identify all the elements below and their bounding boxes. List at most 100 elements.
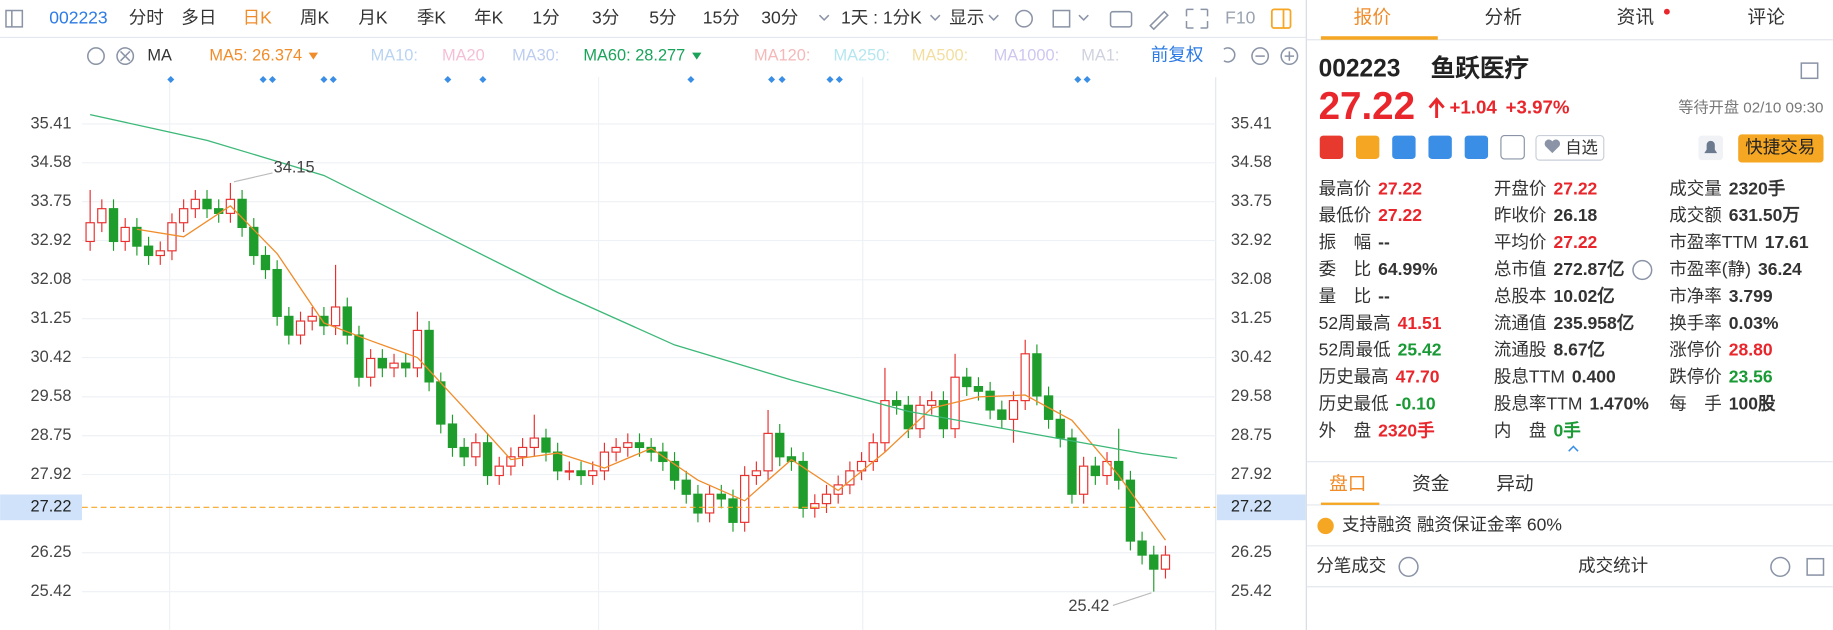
sidebar-toggle[interactable] <box>5 9 24 28</box>
period-tab[interactable]: 5分 <box>649 7 676 27</box>
candle-body <box>634 442 645 449</box>
period-tab[interactable]: 周K <box>300 7 330 27</box>
trades-stats[interactable]: 成交统计 <box>1578 556 1648 576</box>
f10-button[interactable]: F10 <box>1225 7 1255 27</box>
event-marker[interactable] <box>479 75 487 83</box>
event-marker[interactable] <box>1083 75 1091 83</box>
stat-row: 开盘价 27.22 <box>1494 178 1598 198</box>
more-icon[interactable] <box>1770 556 1791 577</box>
trades-title[interactable]: 分笔成交 <box>1316 556 1386 576</box>
more-icon[interactable] <box>1632 259 1653 281</box>
period-tab[interactable]: 1分 <box>532 7 559 27</box>
undo-icon[interactable] <box>1223 47 1236 63</box>
period-tab[interactable]: 30分 <box>761 7 798 27</box>
stat-label: 涨停价 <box>1669 339 1722 359</box>
event-marker[interactable] <box>444 75 452 83</box>
ma-legend-item[interactable]: MA120: <box>754 46 810 64</box>
ma-legend-item[interactable]: MA1000: <box>994 46 1059 64</box>
panel-tab[interactable]: 资讯 <box>1617 7 1655 28</box>
ma-legend-item[interactable]: MA10: <box>371 46 418 64</box>
panel-subtab[interactable]: 盘口 <box>1329 473 1366 494</box>
candle-body <box>529 437 539 449</box>
fullscreen-icon[interactable] <box>1185 8 1209 29</box>
event-marker[interactable] <box>167 75 175 83</box>
camera-icon[interactable] <box>1109 10 1133 28</box>
event-marker[interactable] <box>835 75 843 83</box>
ma-legend-item[interactable]: MA500: <box>912 46 968 64</box>
dropdown-arrow[interactable] <box>818 14 830 21</box>
ma-legend-item[interactable]: MA5: 26.374 <box>209 46 302 64</box>
zoom-out[interactable] <box>1251 47 1270 66</box>
ma-legend-item[interactable]: MA30: <box>512 46 559 64</box>
badge-icon[interactable] <box>1392 135 1416 159</box>
panel-tab[interactable]: 报价 <box>1354 7 1392 28</box>
period-tab[interactable]: 季K <box>417 7 447 27</box>
event-marker[interactable] <box>826 75 834 83</box>
help-icon[interactable] <box>1398 556 1419 577</box>
ma-legend-item[interactable]: MA250: <box>834 46 890 64</box>
event-marker[interactable] <box>768 75 776 83</box>
collapse-arrow[interactable] <box>1568 445 1579 452</box>
event-marker[interactable] <box>329 75 337 83</box>
zoom-in[interactable] <box>1280 47 1299 66</box>
ma-legend-item[interactable]: MA1: <box>1081 46 1119 64</box>
stat-label: 股息率TTM <box>1494 393 1583 413</box>
ma-settings[interactable] <box>87 47 105 66</box>
ma-title[interactable]: MA <box>147 46 172 64</box>
draw-icon[interactable] <box>1149 10 1169 31</box>
settings-icon[interactable] <box>1015 9 1033 28</box>
y-tick-label: 26.25 <box>31 543 72 561</box>
event-marker[interactable] <box>687 75 695 83</box>
layout-toggle[interactable] <box>1270 8 1292 29</box>
period-tab[interactable]: 分时 <box>129 7 164 27</box>
badge-icon[interactable] <box>1355 135 1380 159</box>
period-tab[interactable]: 多日 <box>181 7 216 27</box>
candle-body <box>798 460 808 509</box>
stock-code[interactable]: 002223 <box>49 7 107 27</box>
panel-tab[interactable]: 评论 <box>1748 7 1786 28</box>
candle-body <box>985 390 995 411</box>
stat-value: 235.958亿 <box>1553 312 1634 332</box>
panel-icon[interactable] <box>1806 557 1825 576</box>
stat-row: 平均价 27.22 <box>1494 232 1598 252</box>
candle-body <box>517 446 528 458</box>
watchlist-label[interactable]: 自选 <box>1565 139 1598 157</box>
panel-tab[interactable]: 分析 <box>1485 7 1522 28</box>
ma-close[interactable] <box>116 47 135 66</box>
last-price-box <box>1216 494 1306 521</box>
panel-subtab[interactable]: 资金 <box>1412 473 1450 494</box>
display-menu[interactable]: 显示 <box>949 7 984 27</box>
interval-select[interactable]: 1天 : 1分K <box>841 7 922 27</box>
stat-value: 3.799 <box>1729 286 1773 306</box>
badge-icon[interactable] <box>1500 134 1525 160</box>
y-tick-label: 31.25 <box>31 309 72 327</box>
period-tab[interactable]: 15分 <box>703 7 740 27</box>
stat-row: 换手率 0.03% <box>1669 312 1779 332</box>
stat-value: 64.99% <box>1378 259 1438 279</box>
stat-row: 流通股 8.67亿 <box>1494 339 1605 359</box>
badge-icon[interactable] <box>1319 135 1344 159</box>
period-tab[interactable]: 日K <box>243 7 273 27</box>
quick-trade-button[interactable] <box>1738 134 1824 163</box>
y-tick-label: 29.58 <box>1231 387 1272 405</box>
badge-icon[interactable] <box>1428 135 1452 159</box>
stat-label: 历史最高 <box>1319 366 1389 386</box>
panel-subtab[interactable]: 异动 <box>1496 473 1533 494</box>
period-tab[interactable]: 3分 <box>592 7 619 27</box>
period-tab[interactable]: 月K <box>358 7 388 27</box>
quick-trade-label[interactable]: 快捷交易 <box>1745 137 1815 157</box>
event-marker[interactable] <box>778 75 786 83</box>
stat-label: 跌停价 <box>1669 366 1722 386</box>
stat-row: 涨停价 28.80 <box>1669 339 1773 359</box>
period-tab[interactable]: 年K <box>474 7 504 27</box>
ma-legend-item[interactable]: MA20 <box>442 46 485 64</box>
badge-icon[interactable] <box>1464 135 1489 159</box>
adjust-select[interactable]: 前复权 <box>1151 45 1204 65</box>
ma-legend-item[interactable]: MA60: 28.277 <box>583 46 685 64</box>
box-icon[interactable] <box>1052 9 1071 28</box>
event-marker[interactable] <box>320 75 328 83</box>
panel-icon[interactable] <box>1800 62 1819 80</box>
stat-label: 流通股 <box>1494 339 1547 359</box>
bell-icon <box>1704 140 1718 154</box>
